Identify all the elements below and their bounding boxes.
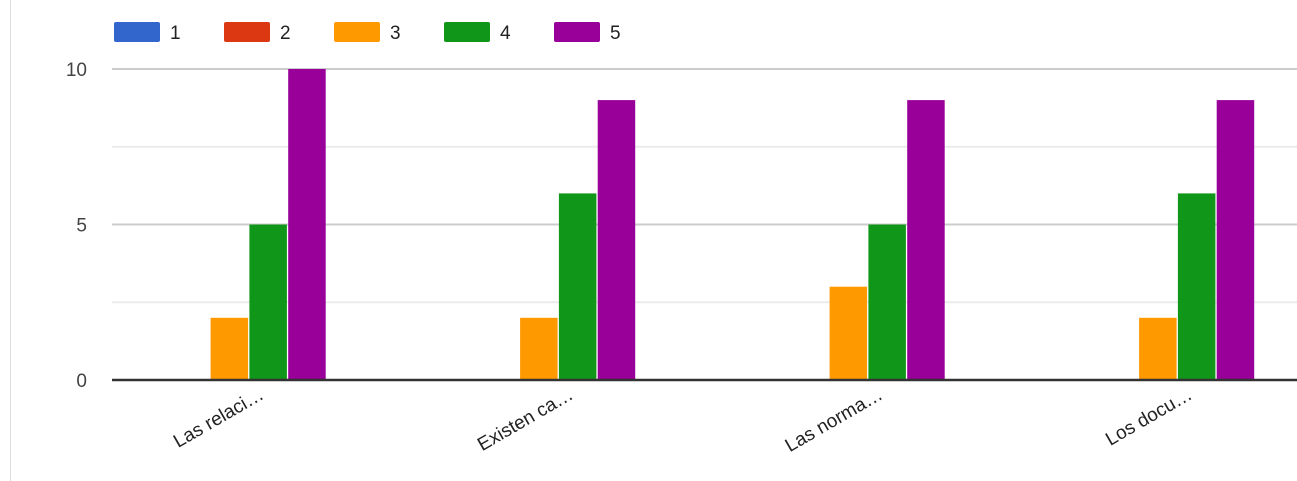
legend-swatch-3[interactable] [334, 22, 380, 42]
x-category-label: Las norma… [782, 384, 887, 457]
y-tick-label: 5 [76, 216, 87, 237]
bar-series-4-4[interactable] [1177, 193, 1216, 380]
bar-series-3-3[interactable] [829, 286, 868, 380]
bar-series-5-2[interactable] [597, 100, 636, 380]
legend-swatch-4[interactable] [444, 22, 490, 42]
x-category-label: Existen ca… [474, 384, 577, 456]
legend-swatch-5[interactable] [554, 22, 600, 42]
y-tick-label: 10 [66, 60, 87, 81]
bar-series-4-1[interactable] [249, 224, 287, 381]
legend-label-4[interactable]: 4 [500, 23, 511, 44]
legend-label-3[interactable]: 3 [390, 23, 401, 44]
bar-series-4-2[interactable] [558, 193, 597, 380]
legend-swatch-2[interactable] [224, 22, 270, 42]
legend-label-5[interactable]: 5 [610, 23, 621, 44]
legend-label-1[interactable]: 1 [170, 23, 181, 44]
bar-series-5-4[interactable] [1216, 100, 1255, 380]
bar-series-5-3[interactable] [907, 100, 945, 380]
chart-frame [10, 0, 1297, 481]
legend-label-2[interactable]: 2 [280, 23, 291, 44]
legend-swatch-1[interactable] [114, 22, 160, 42]
bar-series-5-1[interactable] [288, 69, 326, 380]
bar-series-4-3[interactable] [868, 224, 906, 381]
bar-series-3-2[interactable] [520, 317, 558, 380]
bar-series-3-1[interactable] [210, 317, 249, 380]
y-tick-label: 0 [76, 371, 87, 392]
x-category-label: Los docu… [1102, 384, 1196, 450]
x-category-label: Las relaci… [170, 384, 267, 452]
bar-series-3-4[interactable] [1139, 317, 1177, 380]
